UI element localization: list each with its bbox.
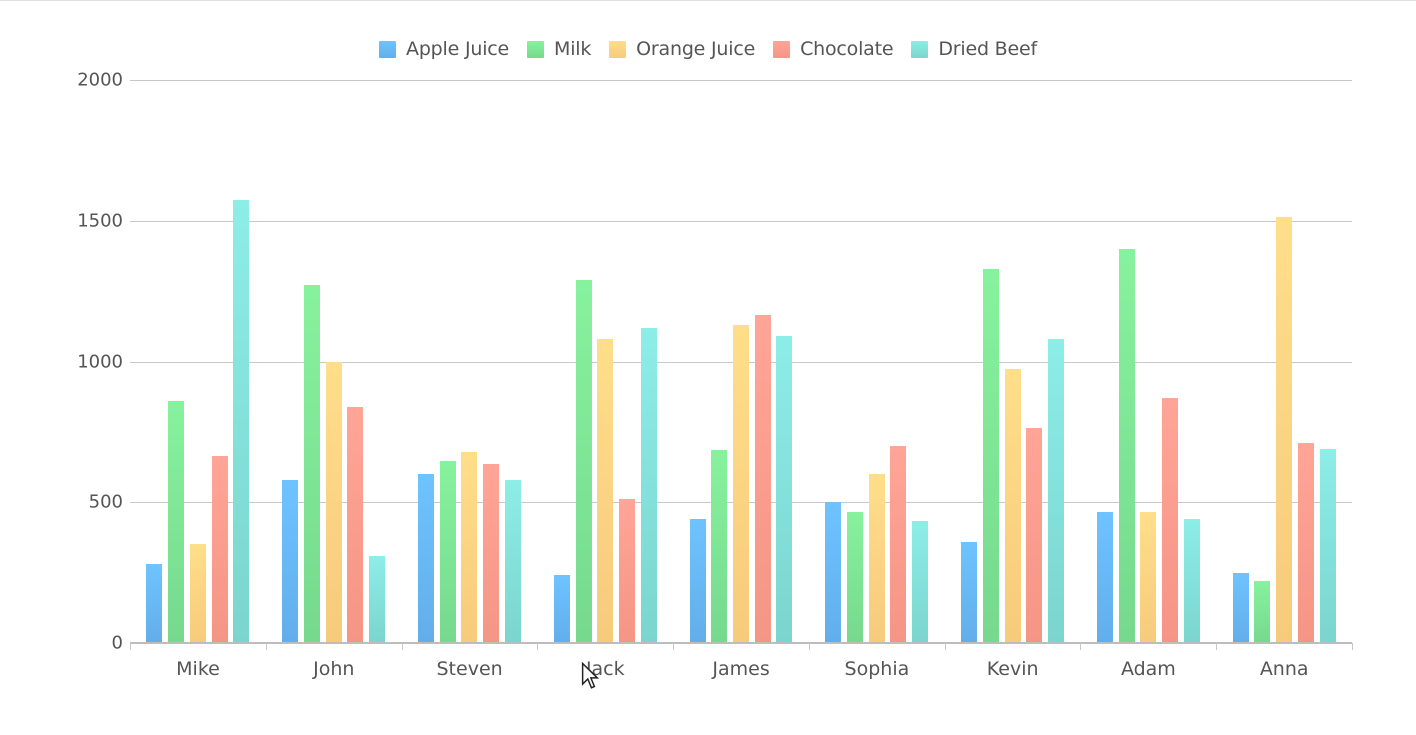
bar-apple-juice-kevin[interactable] — [961, 541, 978, 643]
bar-apple-juice-jack[interactable] — [553, 575, 570, 643]
bar-chocolate-steven[interactable] — [483, 464, 500, 643]
bar-orange-juice-steven[interactable] — [461, 451, 478, 643]
bar-chocolate-jack[interactable] — [618, 499, 635, 643]
mouse-pointer-icon — [581, 662, 599, 689]
x-tick-mark — [1352, 643, 1353, 650]
top-border — [0, 0, 1416, 1]
x-tick-label: Adam — [1120, 658, 1176, 680]
gridline-1500 — [130, 221, 1352, 222]
x-tick-mark — [537, 643, 539, 650]
bar-dried-beef-kevin[interactable] — [1047, 338, 1064, 643]
bar-milk-jack[interactable] — [575, 279, 592, 643]
bar-apple-juice-mike[interactable] — [146, 564, 163, 643]
x-tick-mark — [130, 643, 131, 650]
x-tick-mark — [944, 643, 946, 650]
bar-dried-beef-anna[interactable] — [1319, 448, 1336, 643]
legend-item-dried-beef[interactable]: Dried Beef — [911, 38, 1037, 60]
x-tick-label: Jack — [585, 658, 625, 680]
y-tick-label: 500 — [88, 491, 123, 513]
y-tick-label: 2000 — [77, 69, 123, 91]
legend-swatch-icon — [911, 40, 929, 58]
legend-swatch-icon — [609, 40, 627, 58]
bar-apple-juice-james[interactable] — [689, 519, 706, 643]
bar-orange-juice-anna[interactable] — [1276, 216, 1293, 643]
bar-chocolate-kevin[interactable] — [1026, 427, 1043, 643]
bar-milk-steven[interactable] — [439, 461, 456, 643]
bar-dried-beef-john[interactable] — [369, 555, 386, 643]
legend-swatch-icon — [527, 40, 545, 58]
x-tick-mark — [401, 643, 403, 650]
bar-milk-anna[interactable] — [1254, 581, 1271, 643]
y-tick-label: 1000 — [77, 351, 123, 373]
bar-chocolate-john[interactable] — [347, 406, 364, 643]
bar-apple-juice-adam[interactable] — [1096, 512, 1113, 643]
legend-label: Chocolate — [800, 38, 894, 60]
legend-item-chocolate[interactable]: Chocolate — [773, 38, 894, 60]
x-tick-mark — [265, 643, 267, 650]
bar-apple-juice-sophia[interactable] — [825, 502, 842, 643]
chart-legend: Apple Juice Milk Orange Juice Chocolate … — [0, 38, 1416, 60]
bar-orange-juice-mike[interactable] — [189, 544, 206, 643]
bar-chocolate-mike[interactable] — [211, 455, 228, 643]
x-tick-label: Steven — [436, 658, 503, 680]
legend-label: Milk — [554, 38, 592, 60]
x-tick-label: James — [712, 658, 770, 680]
bar-apple-juice-steven[interactable] — [418, 474, 435, 643]
x-tick-label: Kevin — [986, 658, 1039, 680]
bar-milk-mike[interactable] — [168, 400, 185, 643]
bar-orange-juice-kevin[interactable] — [1004, 368, 1021, 643]
legend-item-orange-juice[interactable]: Orange Juice — [609, 38, 755, 60]
x-tick-label: Sophia — [844, 658, 910, 680]
x-tick-mark — [808, 643, 810, 650]
bar-orange-juice-adam[interactable] — [1140, 512, 1157, 643]
bar-dried-beef-james[interactable] — [776, 336, 793, 643]
legend-swatch-icon — [379, 40, 397, 58]
bar-chocolate-adam[interactable] — [1162, 398, 1179, 643]
bar-apple-juice-anna[interactable] — [1232, 572, 1249, 643]
bar-milk-john[interactable] — [303, 285, 320, 643]
bar-apple-juice-john[interactable] — [282, 479, 299, 643]
bar-milk-adam[interactable] — [1118, 248, 1135, 643]
x-tick-label: Anna — [1259, 658, 1309, 680]
x-axis-line — [130, 642, 1352, 644]
legend-label: Orange Juice — [636, 38, 756, 60]
x-tick-mark — [1216, 643, 1218, 650]
bar-orange-juice-james[interactable] — [733, 324, 749, 643]
y-tick-label: 1500 — [77, 210, 123, 232]
bar-orange-juice-john[interactable] — [325, 361, 342, 643]
legend-label: Apple Juice — [406, 38, 510, 60]
bar-chocolate-anna[interactable] — [1297, 443, 1314, 643]
y-tick-label: 0 — [111, 632, 123, 654]
legend-item-apple-juice[interactable]: Apple Juice — [379, 38, 509, 60]
bar-dried-beef-steven[interactable] — [504, 479, 521, 643]
x-tick-label: Mike — [176, 658, 220, 680]
x-tick-mark — [673, 643, 675, 650]
legend-swatch-icon — [773, 40, 791, 58]
gridline-2000 — [130, 80, 1352, 81]
bar-orange-juice-jack[interactable] — [597, 338, 614, 643]
bar-dried-beef-sophia[interactable] — [912, 520, 929, 643]
bar-dried-beef-jack[interactable] — [640, 327, 657, 643]
legend-item-milk[interactable]: Milk — [527, 38, 591, 60]
legend-label: Dried Beef — [938, 38, 1037, 60]
x-tick-label: John — [313, 658, 355, 680]
bar-orange-juice-sophia[interactable] — [868, 474, 885, 643]
bar-milk-kevin[interactable] — [982, 268, 999, 643]
x-tick-mark — [1080, 643, 1082, 650]
bar-milk-sophia[interactable] — [847, 512, 864, 643]
bar-milk-james[interactable] — [711, 450, 728, 643]
bar-dried-beef-adam[interactable] — [1183, 519, 1200, 643]
bar-chocolate-james[interactable] — [754, 315, 771, 643]
bar-dried-beef-mike[interactable] — [233, 199, 250, 643]
bar-chocolate-sophia[interactable] — [890, 445, 907, 643]
